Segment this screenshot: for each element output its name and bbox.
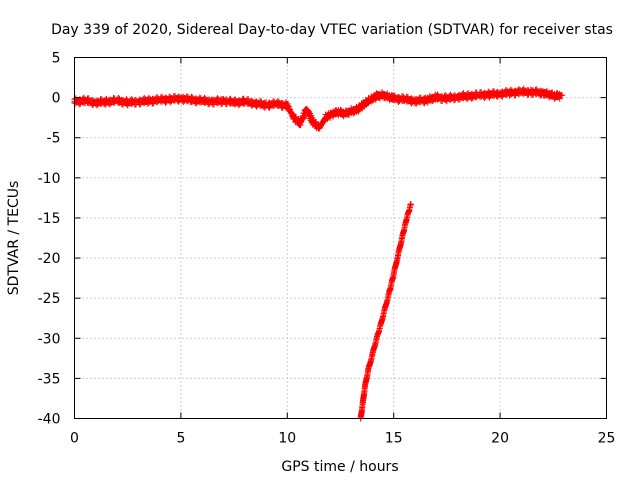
data-point	[309, 118, 316, 125]
data-point	[220, 97, 227, 104]
data-point	[497, 90, 504, 97]
data-point	[546, 91, 553, 98]
x-tick-label: 5	[176, 431, 185, 447]
series-main-trace	[71, 85, 565, 132]
data-point	[465, 93, 472, 100]
data-point	[114, 97, 121, 104]
data-point	[231, 99, 238, 106]
data-point	[103, 98, 110, 105]
x-tick-label: 25	[598, 431, 616, 447]
data-point	[263, 101, 270, 108]
data-point	[373, 93, 380, 100]
data-point	[361, 383, 368, 390]
data-point	[335, 109, 342, 116]
data-point	[284, 102, 291, 109]
y-tick-label: 0	[52, 91, 61, 107]
y-axis-title: SDTVAR / TECUs	[6, 181, 22, 296]
data-point	[365, 367, 372, 374]
data-point	[529, 88, 536, 95]
data-point	[359, 399, 366, 406]
data-point	[241, 98, 248, 105]
data-point	[82, 97, 89, 104]
data-point	[369, 351, 376, 358]
y-tick-label: -10	[38, 171, 61, 187]
data-point	[303, 106, 310, 113]
data-point	[124, 99, 131, 106]
x-tick-label: 10	[278, 431, 296, 447]
data-layer	[71, 85, 565, 422]
data-point	[316, 125, 323, 132]
data-point	[454, 93, 461, 100]
data-point	[156, 97, 163, 104]
data-point	[407, 201, 414, 208]
y-tick-label: -40	[38, 412, 61, 428]
data-point	[380, 92, 387, 99]
data-point	[433, 94, 440, 101]
data-point	[390, 95, 397, 102]
data-point	[328, 110, 335, 117]
x-axis-title: GPS time / hours	[281, 459, 398, 475]
data-point	[322, 114, 329, 121]
y-tick-label: -25	[38, 291, 61, 307]
data-point	[411, 97, 418, 104]
data-point	[290, 114, 297, 121]
data-point	[341, 110, 348, 117]
data-point	[399, 234, 406, 241]
data-point	[422, 97, 429, 104]
x-tick-label: 0	[70, 431, 79, 447]
data-point	[403, 216, 410, 223]
data-point	[486, 91, 493, 98]
data-point	[443, 95, 450, 102]
data-point	[199, 97, 206, 104]
y-tick-label: -15	[38, 211, 61, 227]
series-steep-segment	[357, 201, 414, 421]
data-point	[507, 89, 514, 96]
data-point	[354, 106, 361, 113]
y-tick-label: 5	[52, 51, 61, 67]
data-point	[360, 101, 367, 108]
data-point	[382, 304, 389, 311]
data-point	[348, 108, 355, 115]
x-tick-label: 15	[385, 431, 403, 447]
data-point	[518, 88, 525, 95]
x-tick-label: 20	[491, 431, 509, 447]
data-point	[373, 335, 380, 342]
data-point	[188, 97, 195, 104]
y-tick-label: -30	[38, 331, 61, 347]
data-point	[209, 98, 216, 105]
data-point	[558, 92, 565, 99]
tick-layer: 0 5 10 15 20 25 5 0 -5 -10 -15 -20 -25 -30 -35 -40	[38, 51, 616, 447]
data-point	[145, 97, 152, 104]
data-point	[552, 93, 559, 100]
y-tick-label: -20	[38, 251, 61, 267]
data-point	[92, 99, 99, 106]
data-point	[377, 320, 384, 327]
data-point	[539, 89, 546, 96]
data-point	[394, 252, 401, 259]
data-point	[390, 271, 397, 278]
plot-frame	[74, 57, 607, 419]
data-point	[177, 95, 184, 102]
data-point	[401, 96, 408, 103]
data-point	[135, 98, 142, 105]
data-point	[273, 101, 280, 108]
data-point	[367, 97, 374, 104]
data-point	[252, 100, 259, 107]
chart-title: Day 339 of 2020, Sidereal Day-to-day VTE…	[51, 22, 613, 38]
data-point	[475, 92, 482, 99]
y-tick-label: -35	[38, 371, 61, 387]
data-point	[297, 120, 304, 127]
data-point	[386, 288, 393, 295]
data-point	[167, 96, 174, 103]
y-tick-label: -5	[47, 131, 61, 147]
